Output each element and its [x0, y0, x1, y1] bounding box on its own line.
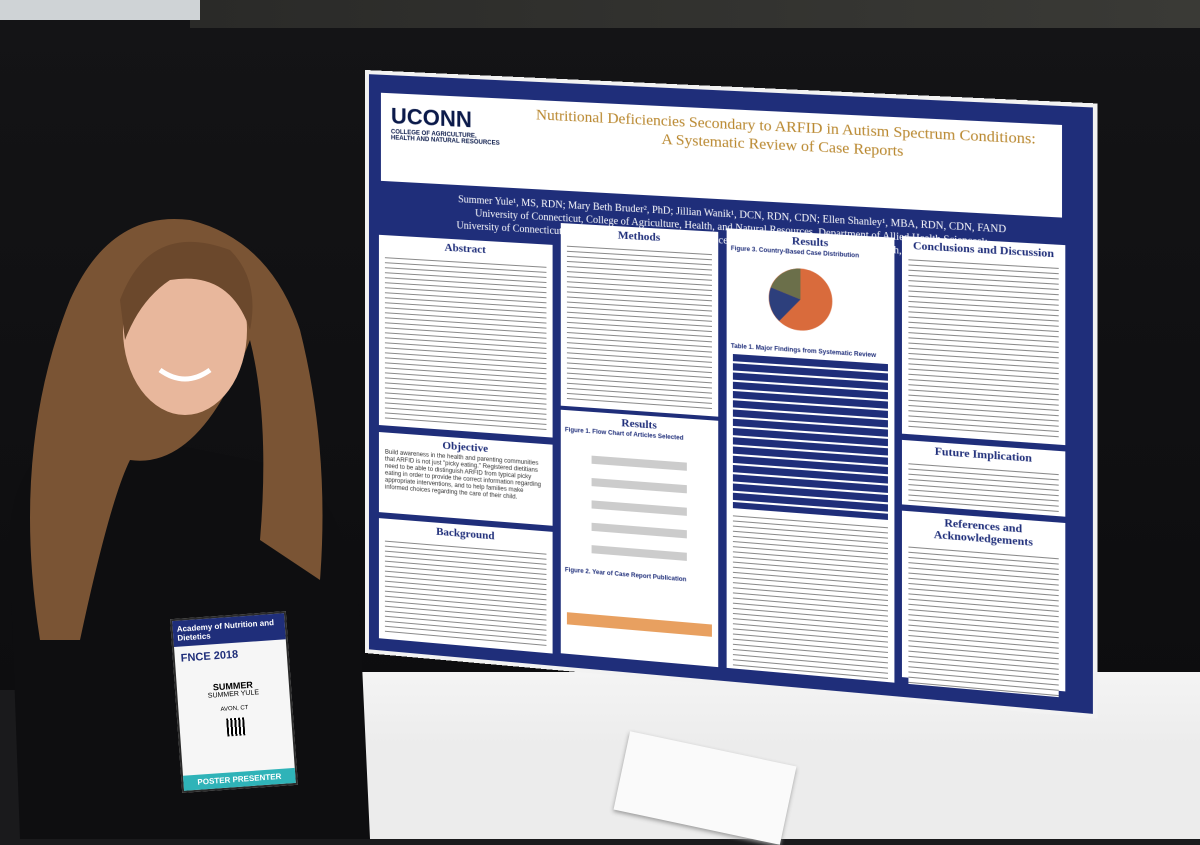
qr-code	[226, 717, 246, 737]
logo: UCONN	[390, 103, 472, 133]
background-box: Background	[378, 518, 553, 654]
title: Nutritional Deficiencies Secondary to AR…	[512, 105, 1062, 169]
wall	[0, 0, 200, 20]
references-box: References and Acknowledgements	[901, 510, 1066, 698]
future-box: Future Implication	[901, 439, 1066, 517]
flow-chart	[591, 441, 687, 572]
poster: UCONN COLLEGE OF AGRICULTURE, HEALTH AND…	[365, 70, 1098, 719]
logo-sub: COLLEGE OF AGRICULTURE, HEALTH AND NATUR…	[390, 129, 500, 147]
methods-box: Methods	[560, 223, 719, 417]
objective-box: Objective Build awareness in the health …	[378, 432, 553, 526]
ceiling	[190, 0, 1200, 28]
conclusions-box: Conclusions and Discussion	[901, 236, 1066, 446]
results-box: Results Figure 1. Flow Chart of Articles…	[560, 409, 719, 668]
badge-location: AVON, CT	[220, 705, 249, 713]
pie-figure	[768, 266, 833, 333]
bar-figure	[566, 583, 712, 637]
abstract-box: Abstract	[378, 234, 553, 438]
name-badge: Academy of Nutrition and Dietetics FNCE …	[170, 611, 298, 793]
table-figure	[732, 353, 888, 520]
results-box: Results Figure 3. Country-Based Case Dis…	[726, 228, 895, 683]
